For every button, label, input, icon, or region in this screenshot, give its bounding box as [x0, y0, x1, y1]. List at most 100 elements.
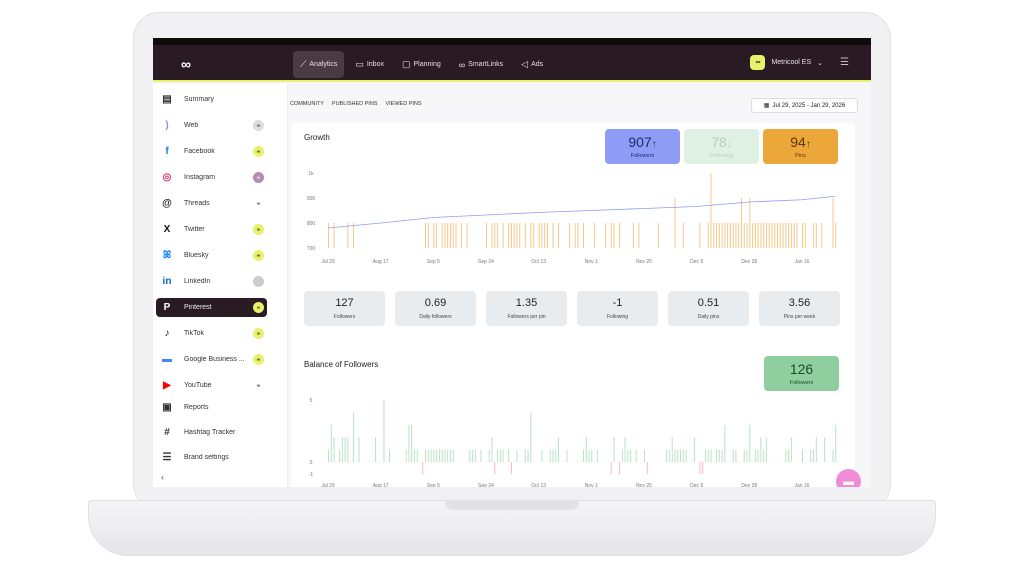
- sidebar-item-summary[interactable]: ▤ Summary: [156, 90, 267, 109]
- balance-bar: [588, 449, 590, 462]
- pins-bar: [455, 223, 457, 248]
- balance-bar: [491, 437, 493, 462]
- pins-bar: [533, 223, 535, 248]
- balance-bar: [566, 449, 568, 462]
- calendar-icon: ▢: [401, 59, 411, 69]
- kpi-following[interactable]: 78↓ Following: [684, 129, 759, 164]
- balance-bar: [341, 437, 343, 462]
- sidebar-item-hashtag-tracker[interactable]: # Hashtag Tracker: [156, 423, 267, 442]
- x-tick-label: Aug 17: [373, 259, 389, 265]
- pinterest-icon: P: [163, 302, 171, 313]
- sidebar-item-brand-settings[interactable]: ☰ Brand settings: [156, 448, 267, 467]
- tab-published-pins[interactable]: PUBLISHED PINS: [331, 101, 378, 107]
- calendar-icon: ▦: [763, 103, 770, 109]
- sidebar-item-bluesky[interactable]: ꕤ Bluesky ∞: [156, 246, 267, 265]
- balance-bar: [732, 449, 734, 462]
- pins-bar: [774, 223, 776, 248]
- pins-bar: [832, 198, 834, 248]
- sidebar-item-facebook[interactable]: f Facebook ∞: [156, 142, 267, 161]
- balance-bar-negative: [422, 462, 424, 474]
- metricool-logo[interactable]: ∞: [181, 56, 191, 72]
- pins-bar: [740, 198, 742, 248]
- chart-line-icon: ⟋: [300, 59, 307, 69]
- pins-bar: [441, 223, 443, 248]
- stat-value: 0.51: [697, 297, 720, 309]
- pins-bar: [757, 223, 759, 248]
- kpi-followers[interactable]: 907↑ Followers: [605, 129, 680, 164]
- kpi-value: 78: [711, 134, 727, 150]
- kpi-pins[interactable]: 94↑ Pins: [763, 129, 838, 164]
- nav-ads[interactable]: ◁ Ads: [514, 51, 550, 78]
- sidebar-item-threads[interactable]: @ Threads ∞: [156, 194, 267, 213]
- balance-bar: [630, 449, 632, 462]
- balance-bar: [333, 437, 335, 462]
- sidebar-item-twitter[interactable]: X Twitter ∞: [156, 220, 267, 239]
- chat-bubble-icon[interactable]: ▬: [836, 469, 861, 487]
- x-tick-label: Dec 28: [741, 483, 757, 487]
- kpi-balance-followers[interactable]: 126 Followers: [764, 356, 839, 391]
- balance-bar: [444, 449, 446, 462]
- youtube-icon: ▶: [163, 380, 171, 391]
- nav-label: Analytics: [309, 61, 338, 68]
- account-badge: ∞: [253, 224, 264, 235]
- stat-value: 3.56: [788, 297, 811, 309]
- kpi-value: 907: [628, 134, 652, 150]
- x-tick-label: Oct 13: [531, 483, 546, 487]
- balance-bar: [585, 437, 587, 462]
- pins-bar: [494, 223, 496, 248]
- balance-chart: 5 0 -1 Jul 29 Aug 17 Sep 5 Sep 24 Oct 13 Nov 1 No…: [309, 398, 838, 487]
- balance-bar-negative: [494, 462, 496, 474]
- x-tick-label: Jan 16: [794, 259, 809, 265]
- balance-bar: [502, 449, 504, 462]
- sidebar-item-reports[interactable]: ▣ Reports: [156, 398, 267, 417]
- nav-smartlinks[interactable]: ∞ SmartLinks: [452, 51, 510, 78]
- account-avatar: ∞: [750, 55, 766, 70]
- sidebar-item-pinterest[interactable]: P Pinterest ∞: [156, 298, 267, 317]
- balance-bar: [760, 437, 762, 462]
- hamburger-menu-icon[interactable]: ☰: [840, 57, 849, 68]
- tab-viewed-pins[interactable]: VIEWED PINS: [385, 101, 422, 107]
- balance-bar: [383, 400, 385, 462]
- balance-bar: [704, 449, 706, 462]
- y-tick-label: 0: [310, 460, 313, 466]
- collapse-sidebar-icon[interactable]: ‹: [161, 472, 164, 482]
- sidebar-item-tiktok[interactable]: ♪ TikTok ∞: [156, 324, 267, 343]
- sidebar-item-label: Reports: [184, 404, 209, 411]
- balance-bar: [388, 449, 390, 462]
- pins-bar: [452, 223, 454, 248]
- pins-bar: [516, 223, 518, 248]
- pins-bar: [610, 223, 612, 248]
- x-icon: X: [163, 224, 171, 235]
- balance-bar: [680, 449, 682, 462]
- sidebar-item-instagram[interactable]: ◎ Instagram ∞: [156, 168, 267, 187]
- pins-bar: [713, 223, 715, 248]
- stat-label: Daily pins: [697, 314, 720, 320]
- sidebar-item-web[interactable]: ) Web ∞: [156, 116, 267, 135]
- sidebar-item-youtube[interactable]: ▶ YouTube ∞: [156, 376, 267, 395]
- pins-bar: [632, 223, 634, 248]
- top-nav: ∞ ⟋ Analytics ▭ Inbox ▢ Planning ∞ SmartLinks ◁ A…: [153, 45, 871, 82]
- date-range-picker[interactable]: ▦ Jul 29, 2025 - Jan 29, 2026: [751, 98, 858, 113]
- pins-bar: [583, 223, 584, 248]
- sidebar-item-linkedin[interactable]: in LinkedIn ∞: [156, 272, 267, 291]
- sidebar-item-label: Facebook: [184, 148, 215, 155]
- tab-community[interactable]: COMMUNITY: [290, 101, 324, 107]
- kpi-label: Pins: [795, 153, 806, 159]
- nav-planning[interactable]: ▢ Planning: [395, 51, 448, 78]
- balance-bar: [328, 449, 329, 462]
- balance-bar: [754, 449, 756, 462]
- pins-bar: [574, 223, 576, 248]
- balance-bar: [749, 424, 751, 462]
- pins-bar: [530, 223, 532, 248]
- account-switcher[interactable]: ∞ Metricool ES ⌄: [750, 55, 823, 70]
- balance-bar: [375, 437, 377, 462]
- nav-inbox[interactable]: ▭ Inbox: [348, 51, 391, 78]
- followers-line: [327, 195, 836, 229]
- sidebar-item-google-business[interactable]: ▬ Google Business ... ∞: [156, 350, 267, 369]
- nav-analytics[interactable]: ⟋ Analytics: [293, 51, 345, 78]
- balance-bar: [666, 449, 668, 462]
- pins-bar: [519, 223, 521, 248]
- pins-bar: [721, 223, 723, 248]
- balance-bar: [508, 449, 510, 462]
- balance-bar: [358, 437, 360, 462]
